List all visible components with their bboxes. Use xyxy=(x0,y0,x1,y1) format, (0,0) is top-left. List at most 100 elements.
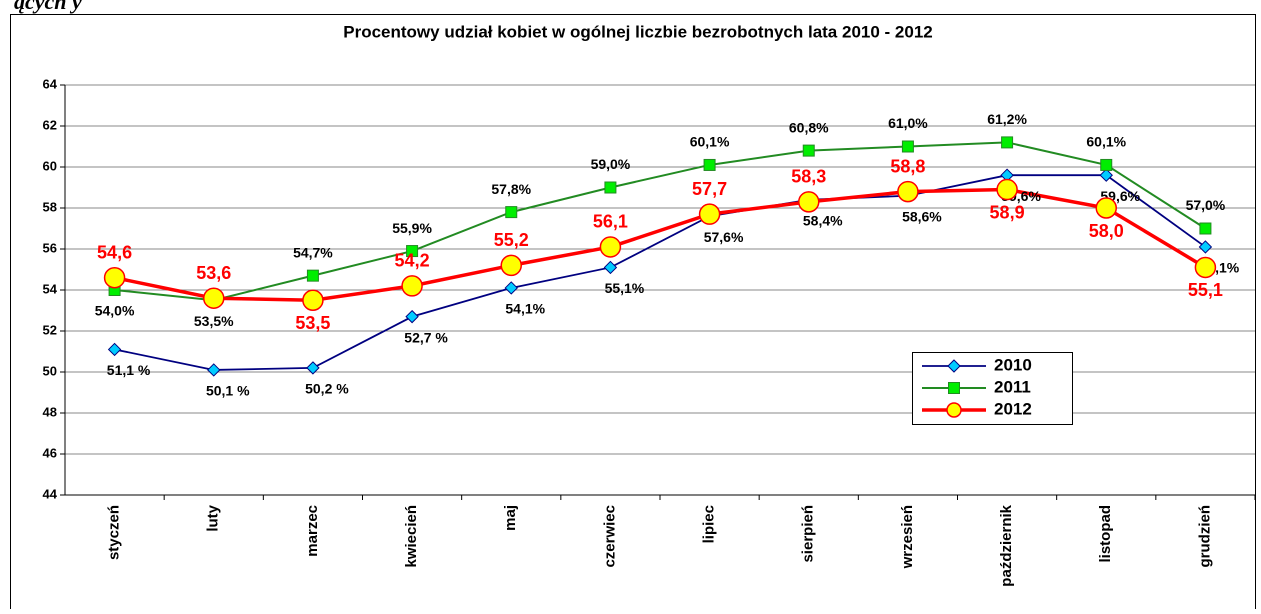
value-label: 55,1 xyxy=(1188,280,1223,300)
marker xyxy=(401,275,423,297)
y-tick-label: 46 xyxy=(43,445,57,460)
value-label: 58,0 xyxy=(1089,221,1124,241)
value-label: 53,5% xyxy=(194,313,234,329)
marker xyxy=(203,287,225,309)
x-tick-label: grudzień xyxy=(1196,505,1213,568)
value-label: 54,0% xyxy=(95,303,135,319)
marker xyxy=(1194,256,1217,279)
value-label: 55,1% xyxy=(605,280,645,296)
legend: 2010 2011 2012 xyxy=(912,352,1073,425)
value-label: 59,0% xyxy=(591,156,631,172)
y-tick-label: 52 xyxy=(43,322,57,337)
x-tick-label: czerwiec xyxy=(601,505,618,568)
marker xyxy=(603,260,618,275)
page-fragment: ących y xyxy=(14,0,82,14)
value-label: 52,7 % xyxy=(404,329,448,345)
y-tick-label: 54 xyxy=(43,281,58,296)
marker xyxy=(405,309,419,324)
marker xyxy=(698,203,721,225)
legend-marker xyxy=(946,402,962,418)
value-label: 56,1 xyxy=(593,212,628,232)
marker xyxy=(604,181,617,194)
series-line xyxy=(114,174,1206,371)
marker xyxy=(897,180,919,203)
x-tick-label: maj xyxy=(502,505,519,531)
x-tick-label: marzec xyxy=(304,505,321,557)
x-tick-label: wrzesień xyxy=(899,505,916,569)
y-tick-label: 48 xyxy=(43,404,57,419)
marker xyxy=(996,178,1018,201)
marker xyxy=(103,266,126,289)
y-tick-label: 50 xyxy=(43,363,57,378)
value-label: 57,7 xyxy=(692,179,727,199)
x-tick-label: listopad xyxy=(1097,505,1114,563)
value-label: 58,6% xyxy=(902,208,942,224)
marker xyxy=(505,206,518,219)
value-label: 61,2% xyxy=(987,111,1027,127)
chart-frame xyxy=(10,14,1256,614)
marker xyxy=(504,281,518,295)
value-label: 51,1 % xyxy=(107,362,151,378)
marker xyxy=(107,342,122,357)
series-line xyxy=(114,187,1207,303)
value-label: 53,6 xyxy=(196,263,231,283)
value-label: 60,1% xyxy=(690,134,730,150)
x-tick-label: styczeń xyxy=(106,505,123,560)
legend-label: 2011 xyxy=(994,377,1031,396)
value-label: 54,2 xyxy=(395,251,430,271)
marker xyxy=(306,361,320,375)
value-label: 61,0% xyxy=(888,115,928,131)
x-tick-label: luty xyxy=(205,504,222,531)
legend-marker xyxy=(947,359,961,373)
y-tick-label: 62 xyxy=(43,117,57,132)
x-tick-label: kwiecień xyxy=(403,505,420,568)
value-label: 60,1% xyxy=(1086,134,1126,150)
marker xyxy=(500,254,522,277)
y-tick-label: 60 xyxy=(43,158,57,173)
value-label: 50,1 % xyxy=(206,383,250,399)
x-tick-label: październik xyxy=(998,504,1015,586)
series-line xyxy=(114,141,1206,302)
marker xyxy=(1095,197,1117,219)
marker xyxy=(207,363,221,377)
marker xyxy=(406,245,419,258)
value-label: 57,6% xyxy=(704,229,744,245)
value-label: 54,1% xyxy=(505,301,545,317)
value-label: 54,7% xyxy=(293,244,333,260)
marker xyxy=(1198,240,1213,254)
legend-marker xyxy=(948,382,960,394)
y-tick-label: 64 xyxy=(43,76,58,91)
legend-label: 2012 xyxy=(994,399,1032,418)
marker xyxy=(1001,136,1014,149)
chart-title: Procentowy udział kobiet w ogólnej liczb… xyxy=(343,22,932,41)
value-label: 57,8% xyxy=(491,181,531,197)
y-tick-label: 56 xyxy=(43,240,57,255)
marker xyxy=(802,144,815,157)
value-label: 55,9% xyxy=(392,220,432,236)
marker xyxy=(703,158,716,171)
legend-label: 2010 xyxy=(994,355,1032,374)
x-tick-label: sierpień xyxy=(800,505,817,563)
marker xyxy=(901,140,914,153)
value-label: 58,8 xyxy=(890,156,925,176)
value-label: 58,4% xyxy=(803,213,843,229)
value-label: 50,2 % xyxy=(305,381,349,397)
value-label: 58,9 xyxy=(990,202,1025,222)
marker xyxy=(306,269,319,282)
value-label: 55,2 xyxy=(494,230,529,250)
marker xyxy=(302,289,324,311)
marker xyxy=(1199,222,1212,235)
marker xyxy=(1099,168,1113,182)
value-label: 54,6 xyxy=(97,242,132,262)
marker xyxy=(1100,158,1113,171)
y-tick-label: 44 xyxy=(43,486,58,501)
value-label: 53,5 xyxy=(295,313,330,333)
y-tick-label: 58 xyxy=(43,199,57,214)
value-label: 58,3 xyxy=(791,167,826,187)
marker xyxy=(798,191,820,213)
value-label: 57,0% xyxy=(1186,197,1226,213)
marker xyxy=(599,236,622,258)
x-tick-label: lipiec xyxy=(701,505,718,543)
